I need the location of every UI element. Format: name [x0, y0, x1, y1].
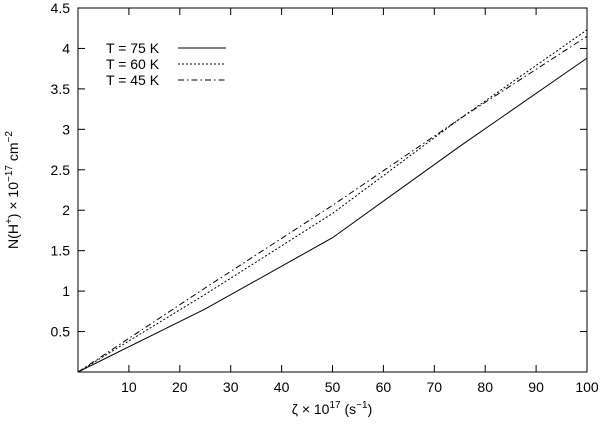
y-tick-label: 0.5: [51, 324, 71, 340]
y-tick-label: 2: [62, 202, 70, 218]
series-line-2: [77, 35, 588, 373]
tick-marks: [78, 7, 588, 372]
x-tick-label: 20: [172, 379, 188, 395]
y-tick-label: 4.5: [51, 0, 71, 16]
x-tick-label: 80: [477, 379, 493, 395]
legend: T = 75 KT = 60 KT = 45 K: [106, 40, 226, 88]
y-tick-label: 3.5: [51, 81, 71, 97]
y-tick-label: 4: [62, 40, 70, 56]
y-tick-label: 1: [62, 283, 70, 299]
y-tick-label: 2.5: [51, 162, 71, 178]
series-layer: [77, 29, 588, 373]
legend-label-1: T = 60 K: [106, 56, 160, 72]
y-tick-label: 3: [62, 121, 70, 137]
y-axis-label: N(H+) × 10−17 cm−2: [4, 131, 21, 249]
legend-label-2: T = 45 K: [106, 72, 160, 88]
x-tick-label: 50: [325, 379, 341, 395]
x-tick-label: 100: [575, 379, 599, 395]
series-line-0: [77, 57, 588, 373]
tick-labels: 10 20 30 40 50 60 70 80 90 100 0.5 1 1.5 2 2.5 3 3.5 4 4.5: [51, 0, 599, 395]
x-tick-label: 10: [121, 379, 137, 395]
y-tick-label: 1.5: [51, 243, 71, 259]
legend-label-0: T = 75 K: [106, 40, 160, 56]
x-tick-label: 60: [376, 379, 392, 395]
x-tick-label: 40: [274, 379, 290, 395]
x-tick-label: 70: [427, 379, 443, 395]
x-tick-label: 90: [528, 379, 544, 395]
x-tick-label: 30: [223, 379, 239, 395]
x-axis-label: ζ × 1017 (s−1): [292, 400, 372, 417]
